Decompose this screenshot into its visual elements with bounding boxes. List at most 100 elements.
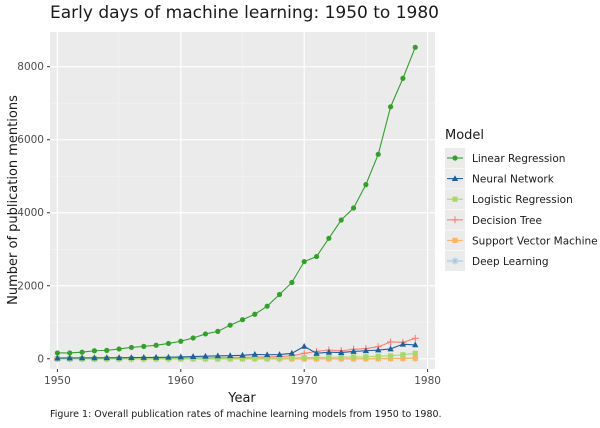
data-point-neural-network [387, 345, 394, 352]
data-point-logistic-regression [239, 355, 246, 361]
data-point-support-vector-machine [400, 355, 406, 361]
legend-item-deep-learning: Deep Learning [445, 251, 549, 271]
legend-label: Logistic Regression [472, 194, 573, 206]
data-point-logistic-regression [363, 354, 369, 360]
data-point-neural-network [239, 351, 246, 358]
data-point-logistic-regression [350, 354, 357, 360]
y-axis: 0 2000 4000 6000 8000 [17, 61, 50, 365]
x-tick-label: 1980 [414, 375, 441, 387]
legend-item-support-vector-machine: Support Vector Machine [445, 230, 598, 251]
data-point-linear-regression [202, 331, 209, 337]
y-tick-label: 0 [37, 353, 44, 365]
data-point-linear-regression [313, 253, 320, 260]
data-point-neural-network [177, 353, 185, 360]
series-line-neural-network [57, 343, 416, 359]
data-point-linear-regression [289, 279, 295, 286]
data-point-decision-tree [387, 338, 395, 346]
legend-label: Linear Regression [472, 153, 565, 165]
legend: Model Linear Regression Neural Network Log… [445, 128, 598, 271]
data-point-logistic-regression [227, 355, 233, 361]
data-point-linear-regression [116, 346, 122, 352]
data-point-neural-network [189, 353, 197, 359]
data-point-neural-network [78, 354, 86, 361]
figure-caption: Figure 1: Overall publication rates of m… [50, 409, 442, 420]
data-point-linear-regression [350, 205, 357, 211]
data-point-neural-network [66, 354, 73, 361]
data-point-logistic-regression [264, 355, 270, 361]
data-point-neural-network [313, 349, 320, 356]
data-point-linear-regression [215, 328, 221, 334]
legend-key-marker [451, 216, 459, 224]
legend-key-marker [452, 237, 458, 243]
data-point-linear-regression [153, 342, 159, 348]
y-tick-label: 4000 [17, 207, 44, 219]
data-point-logistic-regression [215, 355, 221, 362]
data-point-neural-network [276, 351, 283, 357]
data-point-neural-network [152, 353, 160, 360]
data-point-neural-network [251, 350, 259, 357]
data-point-neural-network [140, 354, 147, 360]
data-point-logistic-regression [301, 355, 307, 361]
data-point-logistic-regression [252, 355, 258, 361]
legend-title: Model [445, 128, 484, 143]
data-point-logistic-regression [400, 352, 406, 358]
data-point-linear-regression [276, 291, 283, 298]
data-point-linear-regression [141, 343, 147, 349]
y-tick-label: 2000 [17, 280, 44, 292]
data-point-neural-network [288, 349, 296, 356]
legend-key-marker [451, 257, 459, 265]
legend-item-decision-tree: Decision Tree [445, 209, 542, 230]
data-point-linear-regression [338, 217, 344, 223]
data-point-logistic-regression [412, 350, 418, 356]
data-point-linear-regression [326, 235, 332, 241]
x-axis-label: Year [227, 391, 256, 406]
data-point-decision-tree [411, 334, 419, 342]
data-point-support-vector-machine [412, 355, 418, 361]
data-point-linear-regression [363, 182, 369, 188]
legend-key-marker [452, 155, 458, 161]
data-point-linear-regression [239, 317, 246, 323]
data-point-linear-regression [165, 340, 172, 347]
data-point-logistic-regression [326, 354, 332, 360]
data-point-neural-network [202, 352, 209, 359]
data-point-logistic-regression [313, 354, 320, 361]
data-point-neural-network [91, 354, 98, 361]
data-point-logistic-regression [338, 354, 344, 360]
y-axis-label: Number of publication mentions [6, 95, 21, 305]
data-point-linear-regression [412, 44, 418, 50]
data-point-neural-network [54, 354, 61, 361]
data-point-neural-network [362, 347, 370, 354]
legend-label: Decision Tree [472, 215, 542, 227]
data-point-linear-regression [375, 151, 381, 157]
legend-key-marker [452, 196, 458, 202]
data-point-neural-network [115, 354, 123, 361]
data-point-neural-network [214, 352, 222, 359]
data-point-neural-network [375, 346, 382, 353]
series-neural-network [54, 340, 419, 361]
series-linear-regression [54, 44, 418, 356]
data-point-linear-regression [264, 303, 270, 309]
data-point-linear-regression [400, 75, 406, 81]
y-tick-label: 6000 [17, 134, 44, 146]
data-point-linear-regression [178, 338, 184, 344]
data-point-neural-network [350, 348, 357, 354]
data-point-neural-network [300, 342, 308, 349]
data-point-linear-regression [104, 347, 110, 353]
y-tick-label: 8000 [17, 61, 44, 73]
data-point-logistic-regression [387, 353, 394, 359]
legend-item-linear-regression: Linear Regression [445, 148, 565, 168]
data-point-linear-regression [67, 350, 73, 356]
data-point-linear-regression [301, 259, 307, 265]
data-point-linear-regression [128, 344, 135, 351]
data-point-neural-network [399, 340, 407, 347]
data-point-linear-regression [54, 350, 61, 356]
x-tick-label: 1960 [167, 375, 194, 387]
data-point-neural-network [165, 353, 172, 360]
legend-label: Support Vector Machine [472, 235, 598, 247]
data-point-logistic-regression [375, 353, 381, 359]
data-point-logistic-regression [289, 355, 295, 361]
data-point-linear-regression [79, 349, 85, 355]
series-layer [53, 44, 419, 363]
x-tick-label: 1950 [44, 375, 71, 387]
data-point-neural-network [103, 354, 110, 361]
